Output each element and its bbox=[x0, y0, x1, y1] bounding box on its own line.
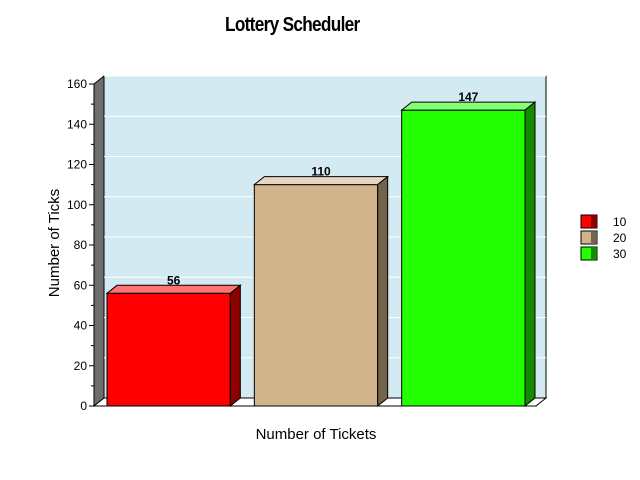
legend-label: 20 bbox=[613, 231, 627, 245]
bar-front bbox=[401, 109, 526, 407]
y-tick-label: 100 bbox=[67, 198, 87, 212]
bar-20 bbox=[252, 175, 390, 408]
data-label: 147 bbox=[458, 90, 478, 104]
legend-label: 30 bbox=[613, 247, 627, 261]
bar-front bbox=[106, 292, 231, 407]
bar-side bbox=[229, 284, 241, 408]
y-tick-label: 160 bbox=[67, 77, 87, 91]
legend-entry: 10 bbox=[580, 214, 627, 229]
y-tick-label: 0 bbox=[80, 399, 87, 413]
bars bbox=[105, 101, 537, 408]
legend-swatch-shade bbox=[591, 232, 596, 243]
bar-side bbox=[377, 175, 389, 408]
data-label: 56 bbox=[167, 273, 181, 287]
y-axis-title: Number of Ticks bbox=[46, 189, 63, 297]
bar-30 bbox=[400, 101, 537, 408]
legend-label: 10 bbox=[613, 215, 627, 229]
data-labels: 56 110 147 bbox=[167, 90, 479, 287]
chart-title: Lottery Scheduler bbox=[225, 14, 360, 36]
legend-entry: 30 bbox=[580, 246, 627, 261]
y-tick-label: 120 bbox=[67, 158, 87, 172]
x-axis-title: Number of Tickets bbox=[256, 426, 377, 443]
bar-front bbox=[253, 184, 379, 407]
bar-10 bbox=[105, 284, 242, 408]
legend-entry: 20 bbox=[580, 230, 627, 245]
side-wall bbox=[93, 74, 105, 408]
y-axis: 0 20 40 60 80 100 120 140 160 bbox=[67, 77, 95, 413]
legend-swatch-shade bbox=[591, 248, 596, 259]
legend-swatch-shade bbox=[591, 216, 596, 227]
y-tick-label: 40 bbox=[74, 319, 88, 333]
y-tick-label: 20 bbox=[74, 359, 88, 373]
bar-side bbox=[524, 101, 536, 408]
legend: 10 20 30 bbox=[580, 214, 627, 261]
y-tick-label: 60 bbox=[74, 278, 88, 292]
data-label: 110 bbox=[311, 165, 331, 179]
y-tick-label: 140 bbox=[67, 117, 87, 131]
y-tick-label: 80 bbox=[74, 238, 88, 252]
